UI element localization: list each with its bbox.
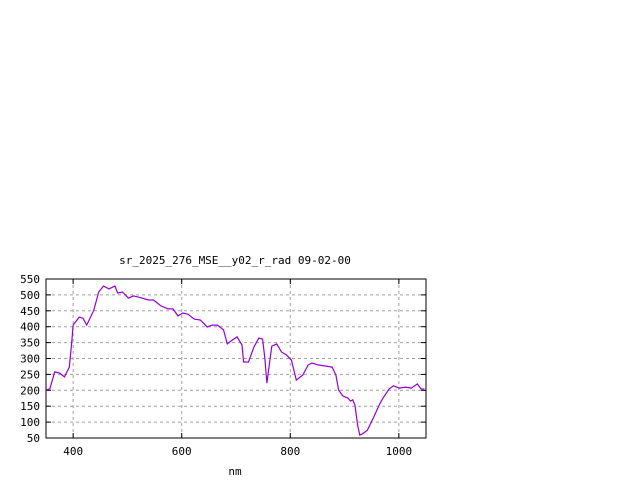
x-tick-label: 600 bbox=[172, 445, 192, 458]
y-tick-label: 100 bbox=[20, 416, 40, 429]
x-axis-label: nm bbox=[228, 465, 242, 478]
chart-title: sr_2025_276_MSE__y02_r_rad 09-02-00 bbox=[119, 254, 351, 267]
grid bbox=[46, 279, 426, 438]
x-axis-ticks: 400 600 800 1000 bbox=[63, 279, 412, 458]
y-tick-label: 50 bbox=[27, 432, 40, 445]
y-tick-label: 550 bbox=[20, 273, 40, 286]
y-tick-label: 350 bbox=[20, 337, 40, 350]
y-tick-label: 200 bbox=[20, 384, 40, 397]
plot-frame bbox=[45, 278, 427, 439]
y-tick-label: 400 bbox=[20, 321, 40, 334]
series-line bbox=[45, 285, 425, 436]
y-tick-label: 450 bbox=[20, 305, 40, 318]
y-tick-label: 150 bbox=[20, 400, 40, 413]
x-tick-label: 400 bbox=[63, 445, 83, 458]
y-tick-label: 300 bbox=[20, 353, 40, 366]
y-tick-label: 500 bbox=[20, 289, 40, 302]
y-tick-label: 250 bbox=[20, 368, 40, 381]
x-tick-label: 1000 bbox=[386, 445, 413, 458]
x-tick-label: 800 bbox=[280, 445, 300, 458]
y-axis-ticks: 50 100 150 200 250 300 350 400 450 500 550 bbox=[20, 273, 426, 445]
